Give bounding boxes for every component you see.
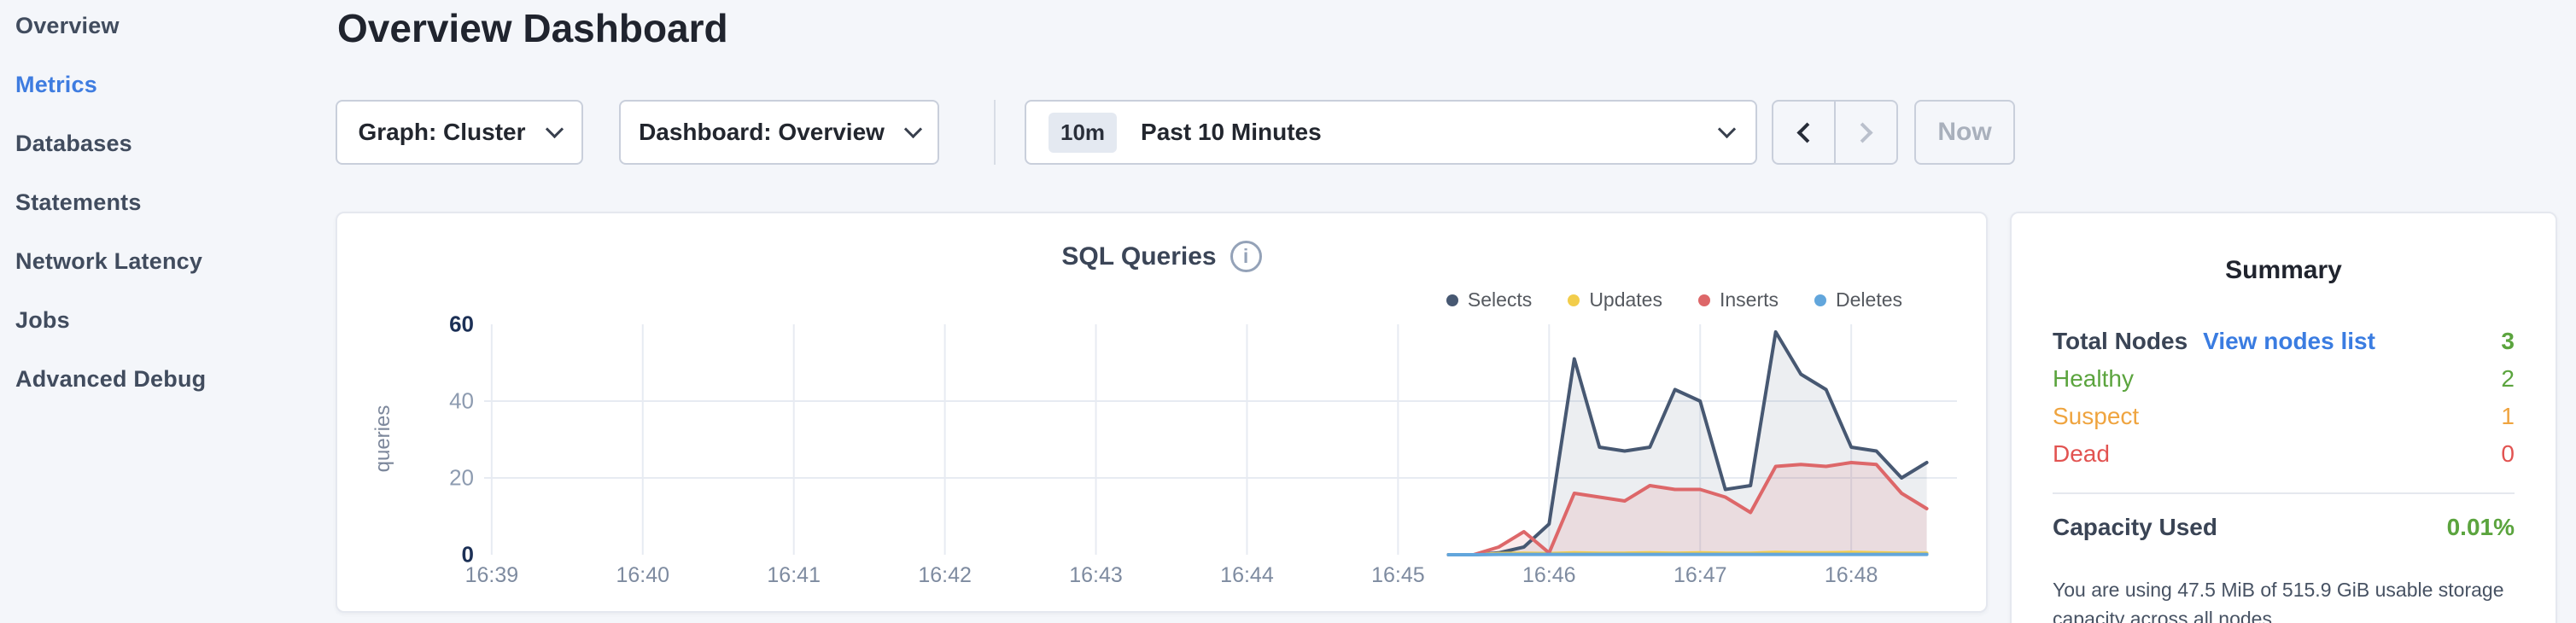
chevron-down-icon (1717, 119, 1737, 138)
time-nav-group (1772, 100, 1898, 165)
dead-value: 0 (2501, 440, 2515, 467)
suspect-value: 1 (2501, 403, 2515, 429)
time-range-dropdown[interactable]: 10m Past 10 Minutes (1025, 100, 1757, 165)
capacity-description: You are using 47.5 MiB of 515.9 GiB usab… (2053, 579, 2504, 623)
chevron-down-icon (903, 119, 923, 138)
chart-title: SQL Queries (1061, 242, 1217, 271)
x-axis-tick: 16:40 (616, 563, 670, 587)
y-axis-tick: 40 (449, 387, 474, 414)
x-axis-tick: 16:39 (464, 563, 519, 587)
legend-dot (1814, 294, 1827, 306)
suspect-label: Suspect (2053, 403, 2140, 429)
sql-queries-chart-card: SQL Queries i Selects Updates Inserts Delet… (336, 212, 1988, 613)
now-button[interactable]: Now (1914, 100, 2015, 165)
legend-item-deletes[interactable]: Deletes (1814, 288, 1902, 312)
summary-title: Summary (2225, 256, 2342, 284)
summary-row-healthy: Healthy 2 (2053, 360, 2515, 398)
x-axis-tick: 16:41 (767, 563, 821, 587)
summary-row-dead: Dead 0 (2053, 435, 2515, 473)
time-range-label: Past 10 Minutes (1141, 119, 1322, 145)
chart-title-row: SQL Queries i (337, 241, 1986, 272)
healthy-label: Healthy (2053, 365, 2134, 392)
sidebar-item-advanced-debug[interactable]: Advanced Debug (15, 366, 207, 392)
time-forward-button[interactable] (1836, 102, 1896, 163)
legend-dot (1568, 294, 1580, 306)
info-icon[interactable]: i (1230, 241, 1262, 272)
healthy-value: 2 (2501, 365, 2515, 392)
sidebar-item-metrics[interactable]: Metrics (15, 72, 97, 97)
summary-rows: Total Nodes View nodes list 3 Healthy 2 … (2053, 323, 2515, 473)
dashboard-dropdown-label: Dashboard: Overview (639, 119, 885, 145)
controls-divider (994, 100, 996, 165)
chart-legend: Selects Updates Inserts Deletes (1446, 288, 1902, 312)
legend-dot (1446, 294, 1458, 306)
x-axis-tick: 16:46 (1522, 563, 1576, 587)
total-nodes-value: 3 (2501, 328, 2515, 354)
series-area-selects (1448, 332, 1927, 555)
x-axis-tick: 16:42 (918, 563, 972, 587)
legend-item-updates[interactable]: Updates (1568, 288, 1662, 312)
x-axis-tick: 16:43 (1069, 563, 1123, 587)
legend-dot (1697, 294, 1710, 306)
capacity-used-label: Capacity Used (2053, 514, 2217, 540)
summary-panel: Summary Total Nodes View nodes list 3 He… (2010, 212, 2557, 623)
x-axis-tick: 16:45 (1371, 563, 1425, 587)
x-axis-tick: 16:44 (1220, 563, 1274, 587)
graph-dropdown[interactable]: Graph: Cluster (336, 100, 583, 165)
y-axis-tick: 0 (461, 541, 474, 568)
dead-label: Dead (2053, 440, 2110, 467)
page-title: Overview Dashboard (337, 6, 728, 50)
y-axis-label: queries (371, 405, 394, 473)
y-axis-tick: 20 (449, 464, 474, 491)
view-nodes-list-link[interactable]: View nodes list (2203, 328, 2375, 354)
sidebar-item-statements[interactable]: Statements (15, 189, 142, 215)
chart-plot[interactable] (484, 324, 1957, 556)
x-axis-tick: 16:47 (1673, 563, 1727, 587)
summary-row-total-nodes: Total Nodes View nodes list 3 (2053, 323, 2515, 360)
sidebar-item-jobs[interactable]: Jobs (15, 307, 70, 333)
legend-label: Updates (1589, 288, 1662, 311)
chevron-down-icon (545, 119, 564, 138)
total-nodes-label: Total Nodes (2053, 328, 2188, 354)
legend-item-selects[interactable]: Selects (1446, 288, 1532, 312)
legend-item-inserts[interactable]: Inserts (1697, 288, 1779, 312)
graph-dropdown-label: Graph: Cluster (358, 119, 526, 145)
chevron-right-icon (1852, 121, 1873, 143)
legend-label: Selects (1467, 288, 1533, 311)
summary-row-suspect: Suspect 1 (2053, 398, 2515, 435)
series-area-inserts (1448, 463, 1927, 555)
dashboard-dropdown[interactable]: Dashboard: Overview (619, 100, 939, 165)
summary-divider (2053, 492, 2515, 494)
y-axis-tick: 60 (449, 311, 474, 337)
capacity-used-value: 0.01% (2446, 514, 2515, 540)
legend-label: Deletes (1836, 288, 1902, 311)
time-range-badge: 10m (1049, 112, 1118, 153)
series-line-selects (1446, 330, 1929, 556)
legend-label: Inserts (1719, 288, 1779, 311)
chevron-left-icon (1796, 121, 1818, 143)
time-nav-separator (1834, 102, 1836, 163)
sidebar: Overview Metrics Databases Statements Ne… (15, 13, 323, 425)
capacity-used-row: Capacity Used 0.01% (2053, 514, 2515, 541)
sidebar-item-network-latency[interactable]: Network Latency (15, 248, 203, 274)
sidebar-item-databases[interactable]: Databases (15, 131, 132, 156)
sidebar-item-overview[interactable]: Overview (15, 13, 120, 38)
series-line-inserts (1446, 461, 1929, 556)
x-axis-tick: 16:48 (1824, 563, 1878, 587)
time-back-button[interactable] (1773, 102, 1834, 163)
